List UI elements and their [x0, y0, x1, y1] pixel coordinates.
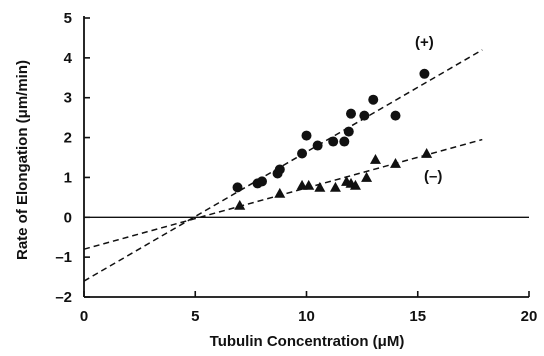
- y-tick-label: 5: [64, 10, 72, 27]
- y-tick-label: 3: [64, 90, 72, 107]
- y-tick-label: 1: [64, 169, 72, 186]
- data-point-circle: [257, 176, 267, 187]
- data-point-triangle: [421, 148, 433, 158]
- data-points: [232, 68, 433, 210]
- data-point-circle: [346, 108, 356, 119]
- series-label-minus: (–): [424, 168, 442, 185]
- data-point-circle: [390, 110, 401, 121]
- fit-lines: [83, 49, 483, 282]
- data-point-circle: [419, 68, 430, 79]
- series-label-plus: (+): [415, 34, 434, 51]
- data-point-circle: [297, 148, 308, 159]
- x-tick-label: 10: [298, 308, 315, 325]
- data-point-triangle: [369, 153, 381, 164]
- data-point-circle: [343, 126, 354, 137]
- data-point-circle: [359, 110, 370, 121]
- y-tick-label: 0: [64, 209, 72, 226]
- data-point-circle: [274, 164, 285, 175]
- y-tick-label: 2: [64, 130, 72, 147]
- x-axis-title: Tubulin Concentration (μM): [210, 333, 405, 350]
- axes: –2 –1 0 1 2 3 4 5 0 5 10 15 20: [55, 10, 537, 325]
- data-point-circle: [301, 130, 312, 141]
- y-tick-label: 4: [64, 50, 73, 67]
- y-tick-label: –1: [55, 249, 72, 266]
- data-point-triangle: [314, 181, 326, 192]
- fit-line-minus: [83, 138, 483, 250]
- data-point-circle: [312, 140, 323, 151]
- x-tick-label: 5: [191, 308, 199, 325]
- data-point-circle: [339, 136, 350, 147]
- fit-line-plus: [83, 49, 483, 282]
- data-point-triangle: [390, 157, 401, 168]
- x-tick-label: 20: [521, 308, 538, 325]
- data-point-triangle: [234, 199, 246, 210]
- data-point-triangle: [349, 179, 361, 190]
- x-tick-label: 15: [409, 308, 426, 325]
- data-point-triangle: [274, 187, 286, 198]
- data-point-triangle: [303, 179, 315, 190]
- data-point-circle: [232, 182, 243, 193]
- y-axis-title: Rate of Elongation (μm/min): [14, 60, 31, 260]
- y-tick-label: –2: [55, 289, 72, 306]
- data-point-circle: [368, 94, 379, 105]
- data-point-circle: [328, 136, 339, 147]
- data-point-triangle: [361, 171, 373, 182]
- data-point-triangle: [329, 181, 341, 192]
- x-tick-label: 0: [80, 308, 88, 325]
